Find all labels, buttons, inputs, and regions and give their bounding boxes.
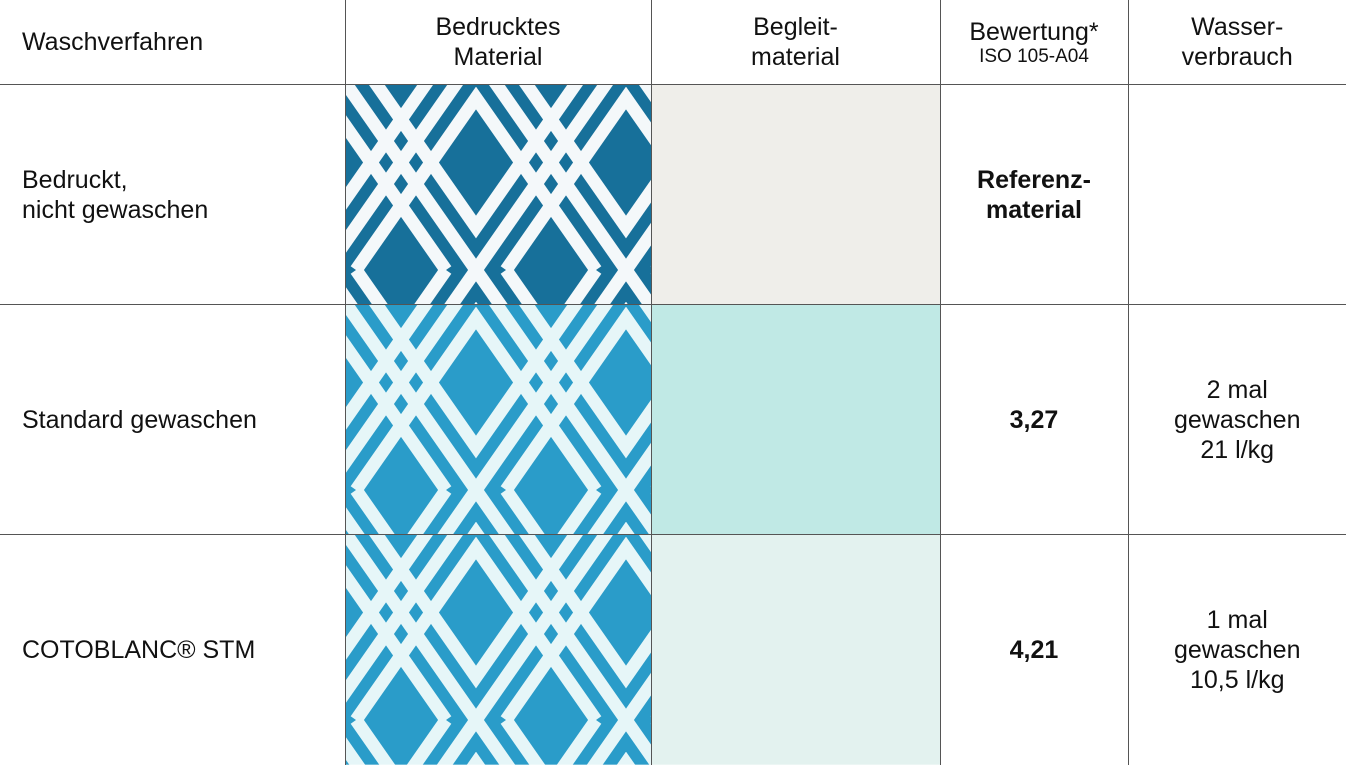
rating-cell: 3,27: [940, 305, 1128, 535]
method-cell: COTOBLANC® STM: [0, 535, 345, 765]
printed-fabric: [345, 305, 651, 535]
row: COTOBLANC® STM 4,21 1 mal gewaschen 10,5…: [0, 535, 1346, 765]
rating-cell: 4,21: [940, 535, 1128, 765]
fabric-image: [346, 85, 651, 304]
water-cell: [1128, 85, 1346, 305]
method-cell: Bedruckt, nicht gewaschen: [0, 85, 345, 305]
water-cell: 2 mal gewaschen 21 l/kg: [1128, 305, 1346, 535]
companion-fabric: [651, 85, 940, 305]
fabric-image: [346, 305, 651, 534]
rating-cell: Referenz- material: [940, 85, 1128, 305]
fabric-image: [652, 535, 940, 765]
header-cell: Waschverfahren: [0, 0, 345, 85]
water-cell: 1 mal gewaschen 10,5 l/kg: [1128, 535, 1346, 765]
header-cell: Bewertung*ISO 105-A04: [940, 0, 1128, 85]
row: Bedruckt, nicht gewaschen Referenz- mate…: [0, 85, 1346, 305]
fabric-image: [652, 305, 940, 534]
companion-fabric: [651, 535, 940, 765]
results-table: Waschverfahren Bedrucktes Material Begle…: [0, 0, 1346, 765]
header-cell: Wasser- verbrauch: [1128, 0, 1346, 85]
companion-fabric: [651, 305, 940, 535]
fabric-image: [652, 85, 940, 304]
printed-fabric: [345, 535, 651, 765]
printed-fabric: [345, 85, 651, 305]
header-cell: Bedrucktes Material: [345, 0, 651, 85]
row: Standard gewaschen 3,27 2 mal gewaschen …: [0, 305, 1346, 535]
header-subtext: ISO 105-A04: [941, 47, 1128, 68]
method-cell: Standard gewaschen: [0, 305, 345, 535]
header-row: Waschverfahren Bedrucktes Material Begle…: [0, 0, 1346, 85]
header-text: Bewertung*: [969, 18, 1098, 46]
fabric-image: [346, 535, 651, 765]
header-cell: Begleit- material: [651, 0, 940, 85]
page: {"header": {"method": "Waschverfahren", …: [0, 0, 1346, 765]
